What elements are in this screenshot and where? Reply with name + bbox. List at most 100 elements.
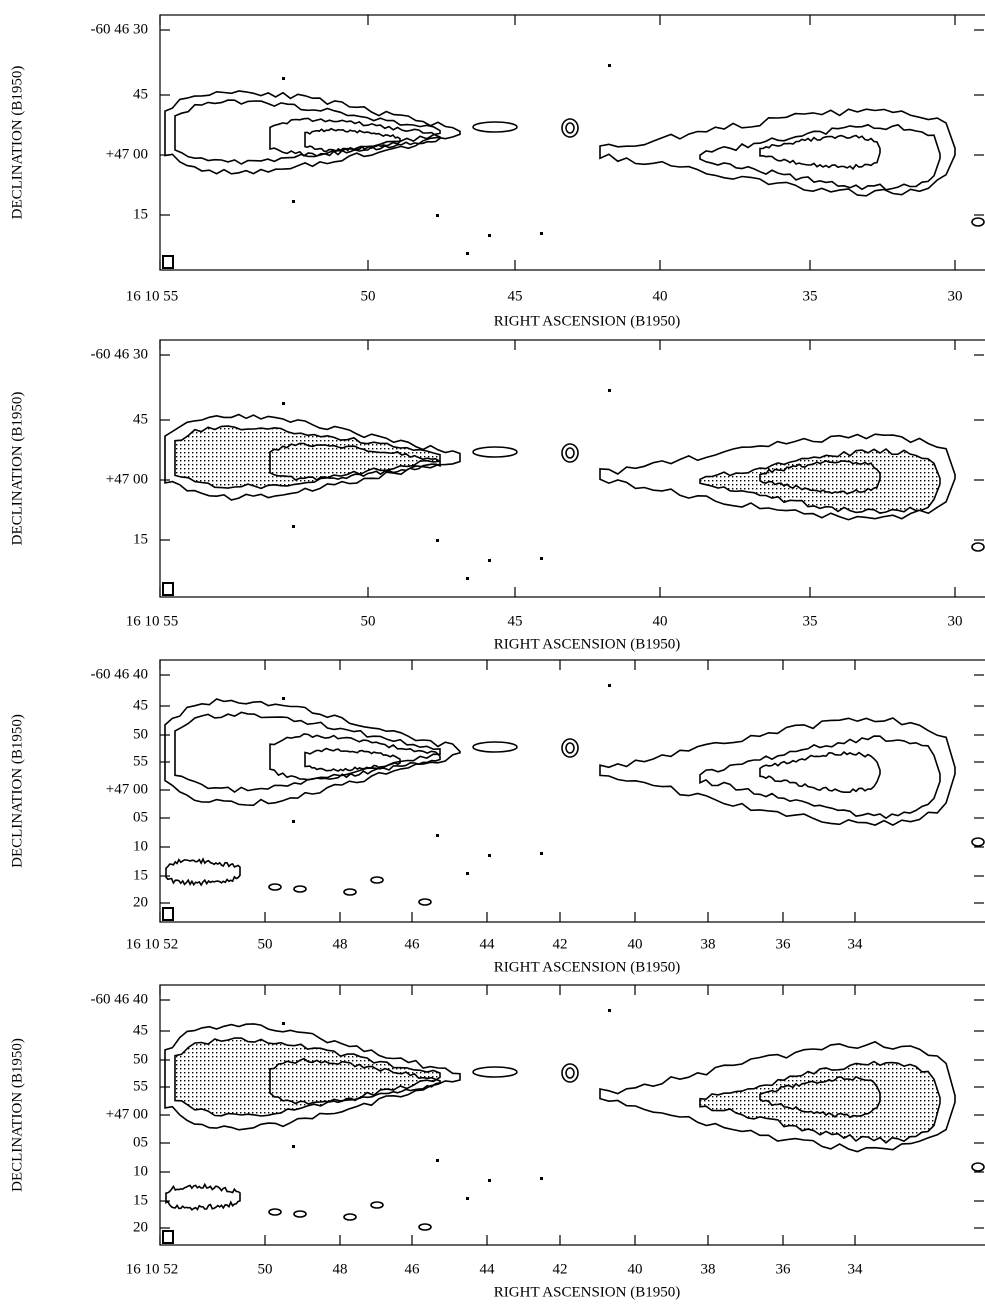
contour [472,1066,518,1078]
x-tick-label: 35 [803,613,818,629]
contour [599,108,956,197]
speck [488,559,491,562]
speck [466,252,469,255]
y-tick-label: 15 [133,206,148,222]
beam [162,907,174,921]
x-tick-label: 50 [258,1261,273,1277]
speck [488,854,491,857]
y-tick-label: +47 00 [106,1106,148,1122]
speck [282,77,285,80]
speck [488,1179,491,1182]
x-tick-label: 38 [701,1261,716,1277]
contour [293,885,307,893]
contour [472,121,518,133]
contour [268,883,282,891]
contour [561,738,579,758]
speck [608,1009,611,1012]
contour [165,1182,241,1211]
contour [561,443,579,463]
contour [699,447,941,514]
speck [282,1022,285,1025]
contour [759,460,881,495]
contour [370,1201,384,1209]
x-tick-label: 44 [480,936,496,952]
y-axis-label: DECLINATION (B1950) [9,392,25,546]
y-tick-label: 45 [133,1022,148,1038]
contour [304,747,401,772]
speck [292,200,295,203]
speck [292,820,295,823]
frame [159,659,985,923]
speck [608,389,611,392]
x-tick-label: 30 [948,288,963,304]
contour [293,1210,307,1218]
contour [174,425,441,490]
beam [162,582,174,596]
speck [466,872,469,875]
contour [165,857,241,887]
contour [565,742,575,754]
contour [565,447,575,459]
contour [164,698,461,807]
contour [971,837,985,847]
contour [164,1023,461,1131]
y-tick-label: -60 46 30 [91,21,149,37]
contour [343,1213,357,1221]
contour [269,442,441,481]
contour [418,1223,432,1231]
contour [174,711,441,793]
y-tick-label: 50 [133,726,148,742]
contour [565,122,575,134]
x-tick-label: 48 [333,1261,348,1277]
y-tick-label: -60 46 40 [91,991,149,1007]
x-tick-label: 42 [553,1261,568,1277]
x-axis-label: RIGHT ASCENSION (B1950) [494,313,680,329]
speck [488,234,491,237]
x-tick-label: 38 [701,936,716,952]
x-tick-label: 50 [361,288,376,304]
x-tick-label: 35 [803,288,818,304]
x-tick-label: 46 [405,936,421,952]
speck [608,684,611,687]
x-tick-label: 36 [776,1261,792,1277]
contour [268,1208,282,1216]
x-tick-label: 48 [333,936,348,952]
y-tick-label: 45 [133,411,148,427]
x-tick-label: 16 10 55 [126,613,179,629]
x-tick-label: 40 [628,936,643,952]
y-tick-label: 10 [133,1163,148,1179]
contour [699,123,941,191]
x-tick-label: 34 [848,1261,864,1277]
contour [759,134,881,171]
contour [971,217,985,227]
x-axis-label: RIGHT ASCENSION (B1950) [494,636,680,652]
x-tick-label: 40 [628,1261,643,1277]
y-axis-label: DECLINATION (B1950) [9,66,25,220]
contour [304,127,401,153]
contour [472,741,518,753]
panel: -60 46 30 45 +47 00 15 16 10 55 50 45 40 35 30 RIG… [9,14,985,329]
y-tick-label: 20 [133,894,148,910]
y-tick-label: +47 00 [106,781,148,797]
speck [540,852,543,855]
x-tick-label: 50 [258,936,273,952]
contour [699,1060,941,1144]
y-tick-label: 50 [133,1051,148,1067]
x-tick-label: 34 [848,936,864,952]
y-tick-label: 10 [133,838,148,854]
panel: -60 46 40 45 50 55 +47 00 05 10 15 20 16 10 52 50 4… [9,659,985,975]
x-tick-label: 36 [776,936,792,952]
contour [269,733,441,781]
y-axis-label: DECLINATION (B1950) [9,1038,25,1192]
y-tick-label: 15 [133,867,148,883]
y-tick-label: +47 00 [106,146,148,162]
x-tick-label: 45 [508,613,523,629]
y-tick-label: -60 46 40 [91,666,149,682]
contour [343,888,357,896]
speck [292,1145,295,1148]
speck [540,557,543,560]
speck [608,64,611,67]
contour [759,1075,881,1119]
x-tick-label: 40 [653,613,668,629]
